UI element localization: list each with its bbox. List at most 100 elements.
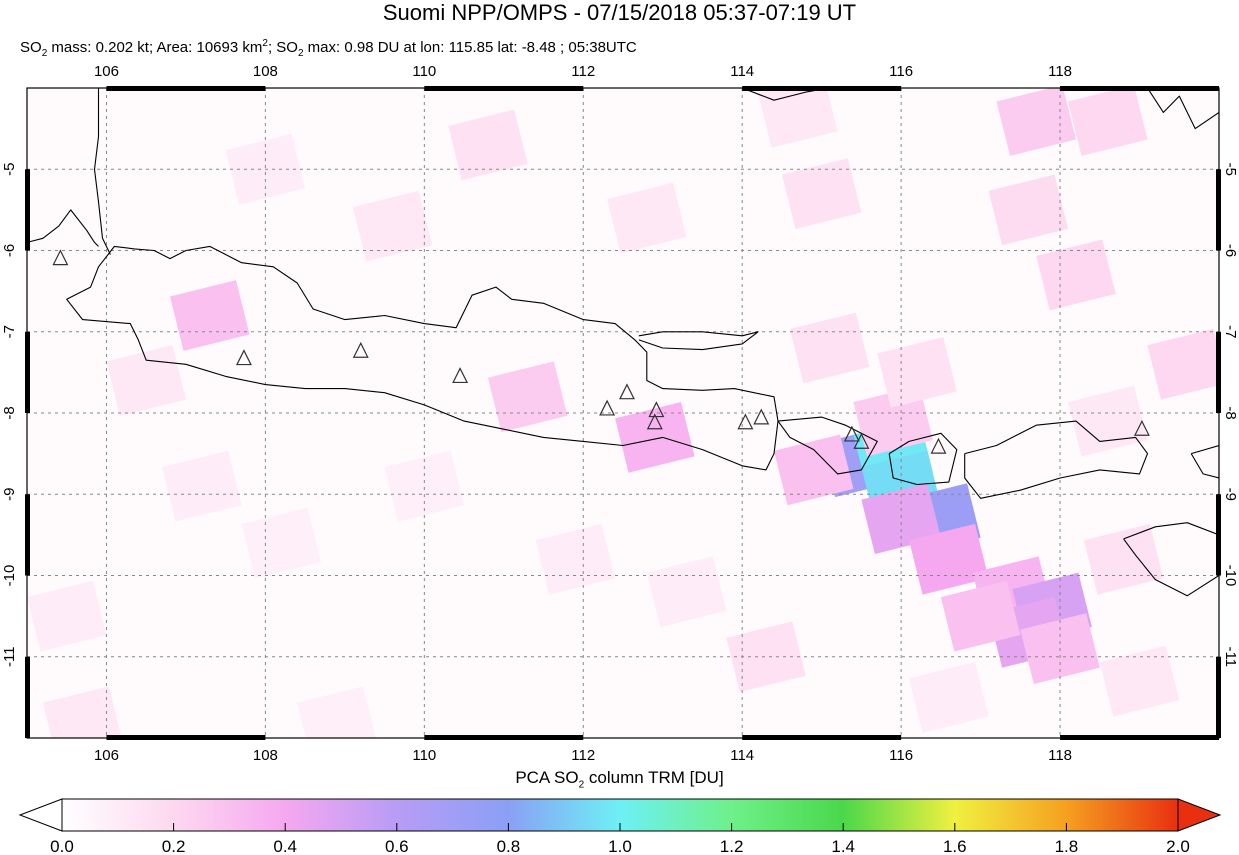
volcano-marker: [352, 341, 369, 358]
volcano-marker: [599, 399, 616, 416]
lon-tick-label-top: 112: [571, 63, 595, 80]
subtitle-max-sub: 2: [297, 48, 304, 59]
coastline-java: [66, 245, 779, 471]
volcano-layer: [52, 249, 1150, 454]
coastline-sumatra_sw: [27, 209, 99, 247]
colorbar-label-pre: PCA SO: [515, 768, 579, 787]
lon-tick-label-bottom: 118: [1048, 747, 1072, 764]
lon-ticks-top: 106 108 110 112 114 116 118: [94, 63, 1072, 80]
so2-cell: [646, 556, 727, 628]
frame-bar-left: [25, 169, 30, 251]
lat-tick-label-left: -9: [1, 488, 18, 501]
so2-cell: [726, 621, 806, 693]
colorbar-tick-label: 1.4: [831, 837, 855, 855]
coastline-madura: [638, 331, 759, 351]
so2-cell: [27, 580, 107, 652]
lat-tick-label-left: -11: [1, 646, 18, 667]
lon-tick-label-top: 118: [1048, 63, 1072, 80]
volcano-marker: [737, 413, 754, 430]
lon-tick-label-bottom: 114: [730, 747, 754, 764]
so2-cell: [1083, 523, 1164, 595]
frame-bar-bottom: [424, 735, 584, 740]
subtitle-area-sup: 2: [262, 38, 268, 49]
coastline-sumbawa: [964, 420, 1149, 499]
colorbar-low-arrow: [18, 798, 63, 832]
lon-tick-label-top: 110: [412, 63, 436, 80]
so2-cell: [781, 158, 862, 230]
coastline-sumba: [1123, 522, 1219, 597]
colorbar-label: PCA SO2 column TRM [DU]: [0, 768, 1239, 790]
lat-tick-label-right: -5: [1222, 163, 1239, 176]
frame-bar-bottom: [742, 735, 902, 740]
volcano-marker: [619, 383, 635, 400]
volcano-marker: [1133, 419, 1150, 436]
map-subtitle: SO2 mass: 0.202 kt; Area: 10693 km2; SO2…: [20, 35, 637, 63]
subtitle-mass-text: mass: 0.202 kt; Area: 10693 km: [47, 39, 263, 56]
frame-bar-bottom: [106, 735, 266, 740]
frame-bar-bottom: [1060, 735, 1219, 740]
graticule: [27, 88, 1219, 738]
lon-tick-label-top: 116: [889, 63, 913, 80]
lon-tick-label-bottom: 116: [889, 747, 913, 764]
so2-cell: [384, 450, 465, 522]
lat-tick-label-left: -5: [1, 163, 18, 176]
colorbar-label-post: column TRM [DU]: [584, 768, 724, 787]
volcano-marker: [753, 408, 770, 425]
so2-cell: [877, 336, 957, 408]
lon-tick-label-top: 114: [730, 63, 754, 80]
lon-tick-label-bottom: 108: [253, 747, 278, 764]
so2-cell: [996, 88, 1076, 156]
so2-cell: [170, 280, 250, 351]
colorbar-tick-label: 0.6: [385, 837, 409, 855]
lon-ticks-bottom: 106 108 110 112 114 116 118: [94, 747, 1072, 764]
frame-bars: [25, 86, 1221, 740]
map-title: Suomi NPP/OMPS - 07/15/2018 05:37-07:19 …: [382, 0, 857, 25]
colorbar-tick-label: 2.0: [1166, 837, 1190, 855]
subtitle-mass-sub: 2: [41, 48, 48, 59]
coastline-layer: [27, 88, 1219, 597]
lat-ticks-right: -5 -6 -7 -8 -9 -10 -11: [1222, 163, 1239, 667]
coastline-sulawesi: [1147, 88, 1219, 130]
frame-bar-left: [25, 656, 30, 738]
so2-cell: [758, 88, 838, 148]
frame-bar-right: [1216, 331, 1221, 413]
colorbar-tick-label: 0.8: [497, 837, 521, 855]
lat-tick-label-right: -6: [1222, 244, 1239, 257]
so2-cell: [42, 686, 123, 738]
so2-cell: [789, 312, 870, 384]
colorbar-high-arrow: [1177, 798, 1222, 832]
coastline-flores: [1190, 444, 1219, 479]
so2-cell: [448, 109, 528, 181]
so2-cell: [909, 661, 989, 733]
volcano-marker: [853, 432, 870, 449]
lat-tick-label-left: -6: [1, 244, 18, 257]
volcano-marker: [235, 349, 252, 366]
coastline-lombok: [888, 432, 958, 486]
so2-cell: [487, 361, 568, 433]
subtitle-max-label: ; SO: [267, 39, 298, 56]
volcano-marker: [52, 249, 69, 266]
frame-bar-right: [1216, 656, 1221, 738]
lon-tick-label-bottom: 110: [412, 747, 436, 764]
lon-tick-label-top: 106: [94, 63, 119, 80]
so2-cell: [297, 686, 377, 738]
volcano-marker: [930, 437, 947, 454]
colorbar-tick-label: 0.2: [162, 837, 186, 855]
volcano-marker: [452, 367, 469, 384]
lat-tick-label-right: -11: [1222, 646, 1239, 667]
so2-cell: [940, 580, 1021, 652]
so2-cell: [909, 523, 989, 595]
lat-ticks-left: -5 -6 -7 -8 -9 -10 -11: [1, 163, 18, 667]
lat-tick-label-right: -8: [1222, 406, 1239, 419]
subtitle-mass-label: SO: [20, 39, 42, 56]
subtitle-max-text: max: 0.98 DU at lon: 115.85 lat: -8.48 ;…: [303, 39, 637, 56]
so2-cell: [988, 174, 1069, 246]
lat-tick-label-right: -9: [1222, 488, 1239, 501]
frame-bar-top: [106, 86, 266, 91]
lon-tick-label-top: 108: [253, 63, 278, 80]
so2-cell: [1099, 645, 1180, 717]
frame-bar-top: [424, 86, 584, 91]
so2-cell-layer: [27, 88, 1219, 738]
frame-bar-left: [25, 331, 30, 413]
